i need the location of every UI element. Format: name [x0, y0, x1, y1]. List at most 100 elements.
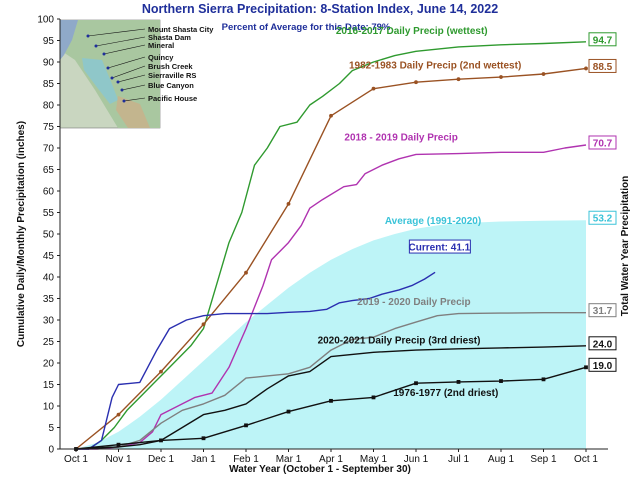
x-tick-label: Dec 1 — [148, 454, 175, 465]
map-ocean — [60, 20, 78, 60]
current-label-box — [408, 239, 471, 254]
station-label-sierraville-rs: Sierraville RS — [148, 71, 196, 80]
series-point — [456, 380, 461, 384]
end-value-2020-2021-daily-precip-3rd-driest-box — [588, 336, 617, 351]
y-tick-label: 20 — [43, 359, 55, 370]
end-value-1982-1983-daily-precip-2nd-wettest-box — [588, 58, 617, 73]
station-pointer — [103, 44, 146, 55]
station-pointer — [95, 36, 146, 47]
series-point — [329, 113, 333, 118]
x-tick-label: Oct 1 — [574, 454, 598, 465]
end-value-1976-1977-2nd-driest: 19.0 — [593, 361, 613, 372]
current-label: Current: 41.1 — [409, 243, 471, 254]
x-tick-label: Sep 1 — [530, 454, 557, 465]
series-point — [371, 395, 376, 400]
station-marker — [106, 66, 110, 70]
series-point — [329, 398, 333, 403]
station-pointer — [87, 28, 146, 37]
end-value-1982-1983-daily-precip-2nd-wettest: 88.5 — [593, 62, 613, 73]
series-point — [159, 369, 163, 374]
series-point — [116, 412, 121, 417]
y-tick-label: 80 — [43, 101, 55, 112]
series-point — [456, 77, 461, 82]
series-point — [541, 72, 546, 76]
x-tick-label: Jan 1 — [191, 454, 216, 465]
station-label-brush-creek: Brush Creek — [148, 62, 193, 71]
series-point — [159, 438, 163, 443]
y-tick-label: 100 — [37, 15, 54, 26]
series-label-1982-1983-daily-precip-2nd-wettest: 1982-1983 Daily Precip (2nd wettest) — [349, 60, 521, 71]
station-label-pacific-house: Pacific House — [148, 94, 197, 103]
series-point — [584, 365, 588, 370]
y-axis-label: Cumulative Daily/Monthly Precipitation (… — [16, 121, 27, 347]
average-area — [76, 220, 586, 449]
x-axis-label: Water Year (October 1 - September 30) — [229, 464, 411, 475]
series-point — [414, 80, 418, 85]
station-label-mount-shasta-city: Mount Shasta City — [148, 25, 214, 34]
series-point — [541, 377, 546, 382]
end-value-2018-2019-daily-precip: 70.7 — [593, 138, 613, 149]
station-marker — [86, 34, 90, 38]
y-tick-label: 75 — [43, 122, 55, 133]
end-value-1976-1977-2nd-driest-box — [588, 357, 617, 372]
x-tick-label: Jul 1 — [448, 454, 470, 465]
station-pointer — [107, 56, 146, 69]
station-marker — [94, 44, 98, 48]
station-label-mineral: Mineral — [148, 41, 174, 50]
end-value-2016-2017-daily-precip-wettest-box — [588, 32, 617, 47]
station-marker — [116, 80, 120, 84]
series-point — [371, 86, 376, 91]
end-value-average-box — [588, 210, 617, 225]
y-tick-label: 10 — [43, 402, 55, 413]
y-tick-label: 25 — [43, 337, 55, 348]
average-label: Average (1991-2020) — [385, 216, 481, 227]
series-label-2019-2020-daily-precip: 2019 - 2020 Daily Precip — [357, 297, 470, 308]
station-marker — [122, 99, 126, 103]
y-tick-label: 15 — [43, 380, 55, 391]
series-label-2018-2019-daily-precip: 2018 - 2019 Daily Precip — [344, 133, 457, 144]
series-label-1976-1977-2nd-driest: 1976-1977 (2nd driest) — [393, 388, 498, 399]
end-value-2019-2020-daily-precip-box — [588, 303, 617, 318]
station-marker — [102, 52, 106, 56]
series-point — [286, 202, 291, 206]
series-point — [414, 381, 418, 386]
y-tick-label: 95 — [43, 36, 55, 47]
y-tick-label: 5 — [48, 423, 54, 434]
station-label-quincy: Quincy — [148, 53, 174, 62]
y-tick-label: 45 — [43, 251, 55, 262]
station-pointer — [121, 84, 146, 91]
series-line-2019-2020-daily-precip — [75, 312, 586, 450]
end-value-average: 53.2 — [593, 214, 613, 225]
y-tick-label: 55 — [43, 208, 55, 219]
y-tick-label: 40 — [43, 273, 55, 284]
y-tick-label: 65 — [43, 165, 55, 176]
x-tick-label: Oct 1 — [64, 454, 88, 465]
x-tick-label: Aug 1 — [488, 454, 515, 465]
series-point — [584, 66, 588, 71]
y-tick-label: 60 — [43, 187, 55, 198]
series-point — [201, 322, 206, 327]
station-pointer — [123, 97, 146, 102]
end-value-2019-2020-daily-precip: 31.7 — [593, 306, 613, 317]
y-tick-label: 30 — [43, 316, 55, 327]
series-point — [201, 436, 206, 441]
y-tick-label: 35 — [43, 294, 55, 305]
station-pointer — [111, 65, 146, 79]
series-label-2016-2017-daily-precip-wettest: 2016-2017 Daily Precip (wettest) — [336, 26, 488, 37]
x-tick-label: Apr 1 — [319, 454, 343, 465]
y-tick-label: 90 — [43, 58, 55, 69]
series-point — [244, 270, 248, 275]
end-value-2016-2017-daily-precip-wettest: 94.7 — [593, 35, 613, 46]
end-value-2018-2019-daily-precip-box — [588, 135, 617, 150]
series-point — [286, 409, 291, 414]
station-marker — [120, 88, 124, 92]
map-valley — [82, 58, 118, 104]
x-tick-label: Mar 1 — [276, 454, 302, 465]
series-point — [244, 423, 248, 428]
y-tick-label: 85 — [43, 79, 55, 90]
series-label-2020-2021-daily-precip-3rd-driest: 2020-2021 Daily Precip (3rd driest) — [318, 336, 481, 347]
series-point — [499, 75, 503, 79]
